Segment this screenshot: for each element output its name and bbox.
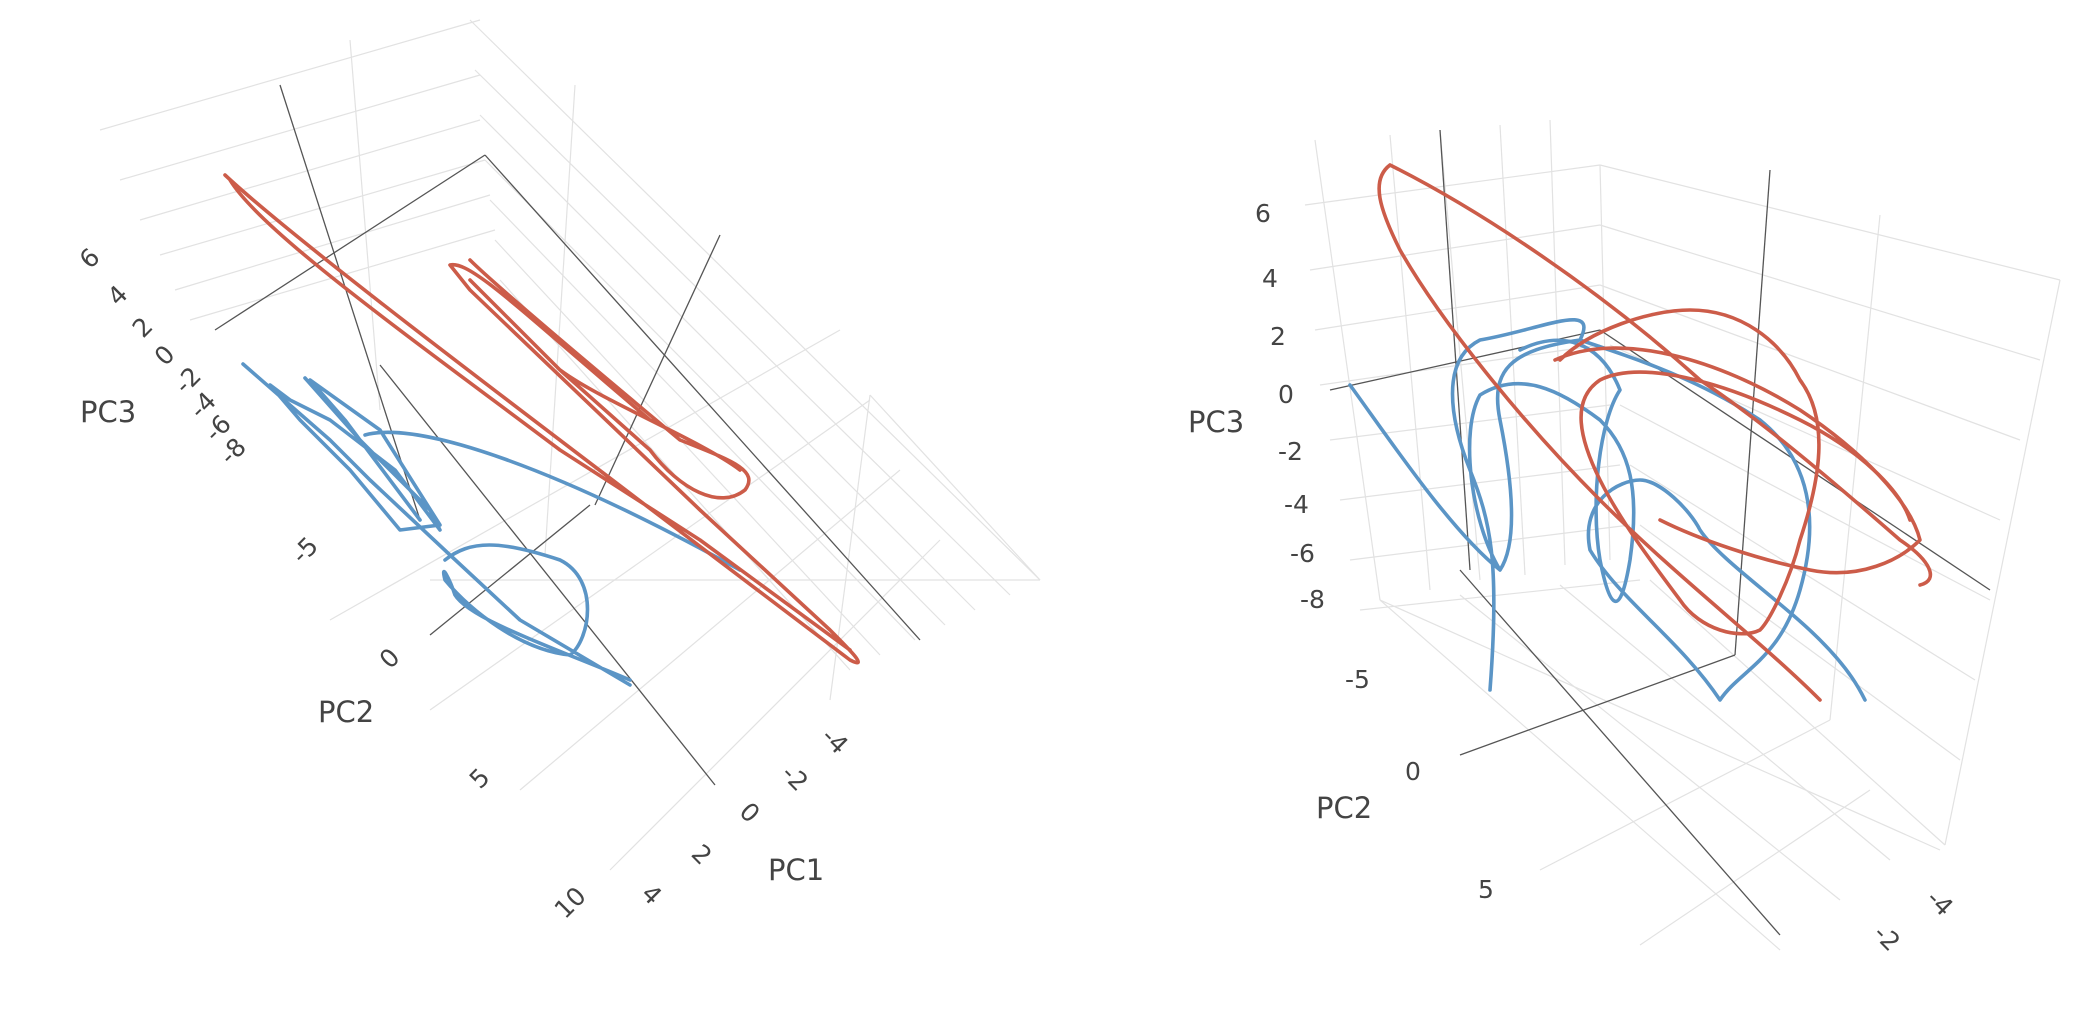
left-axes	[214, 84, 921, 786]
left-pc1-tick: 4	[636, 879, 668, 911]
left-pc1-tick: 0	[734, 797, 766, 829]
left-pc1-tick: -4	[816, 722, 854, 760]
left-pc3-tick: 4	[102, 279, 134, 311]
right-pc3-tick: -2	[1278, 437, 1303, 466]
left-x-axis-line	[484, 154, 921, 641]
left-z-axis-line	[279, 84, 421, 521]
right-pc3-axis-title: PC3	[1188, 405, 1244, 439]
right-floor-axis-line	[1459, 654, 1736, 756]
left-floor-axis-line	[429, 504, 591, 636]
left-pc1-tick: 2	[686, 839, 718, 871]
left-pc3-ticks: 6 4 2 0 -2 -4 -6 -8	[74, 242, 252, 470]
right-pc1-tick: -4	[1921, 884, 1959, 922]
left-series-line-red	[223, 173, 860, 665]
left-series-line-blue	[241, 362, 742, 687]
left-pc3-axis-title: PC3	[80, 395, 136, 429]
right-pc3-tick: -8	[1300, 585, 1325, 614]
right-pc3-tick: 4	[1262, 264, 1278, 293]
right-z-axis-line	[1439, 129, 1471, 571]
left-pc1-tick: -2	[776, 759, 814, 797]
right-pc3-tick: 2	[1270, 322, 1286, 351]
left-pc2-tick: 5	[464, 762, 496, 794]
right-gridlines	[1304, 119, 2061, 951]
right-pc3-tick: 6	[1255, 199, 1271, 228]
right-pc2-axis-line	[1459, 569, 1781, 936]
left-pc3-tick: 6	[74, 242, 106, 274]
left-pc3-tick: 0	[149, 339, 181, 371]
left-pc3-axis-line	[214, 154, 486, 331]
right-pc2-tick: -5	[1345, 665, 1370, 694]
left-pc2-tick: 10	[549, 881, 592, 924]
left-pc2-tick: 0	[374, 642, 406, 674]
right-pc2-ticks: -5 0 5	[1345, 665, 1494, 904]
right-pc1-tick: -2	[1868, 919, 1906, 957]
left-pc2-axis-line	[379, 364, 716, 786]
right-plot: 6 4 2 0 -2 -4 -6 -8 -5 0 5 -4 -2 PC3 PC2	[1188, 119, 2061, 957]
right-pc3-tick: -6	[1290, 539, 1315, 568]
left-pc3-tick: 2	[127, 311, 159, 343]
right-series-line-red	[1377, 163, 1933, 702]
left-pc2-axis-title: PC2	[318, 695, 374, 729]
right-pc3-tick: 0	[1278, 380, 1294, 409]
right-pc2-tick: 0	[1405, 757, 1421, 786]
right-pc1-ticks: -4 -2	[1868, 884, 1959, 957]
right-y-axis-line	[1734, 169, 1771, 656]
left-pc2-tick: -5	[286, 531, 324, 569]
left-pc1-axis-title: PC1	[768, 853, 824, 887]
right-pc3-ticks: 6 4 2 0 -2 -4 -6 -8	[1255, 199, 1325, 614]
left-plot: 6 4 2 0 -2 -4 -6 -8 -5 0 5 10 -4 -2 0 2 …	[74, 19, 1041, 924]
right-pc2-tick: 5	[1478, 875, 1494, 904]
left-y-axis-line	[594, 234, 721, 506]
right-pc2-axis-title: PC2	[1316, 791, 1372, 825]
right-pc3-tick: -4	[1284, 490, 1309, 519]
